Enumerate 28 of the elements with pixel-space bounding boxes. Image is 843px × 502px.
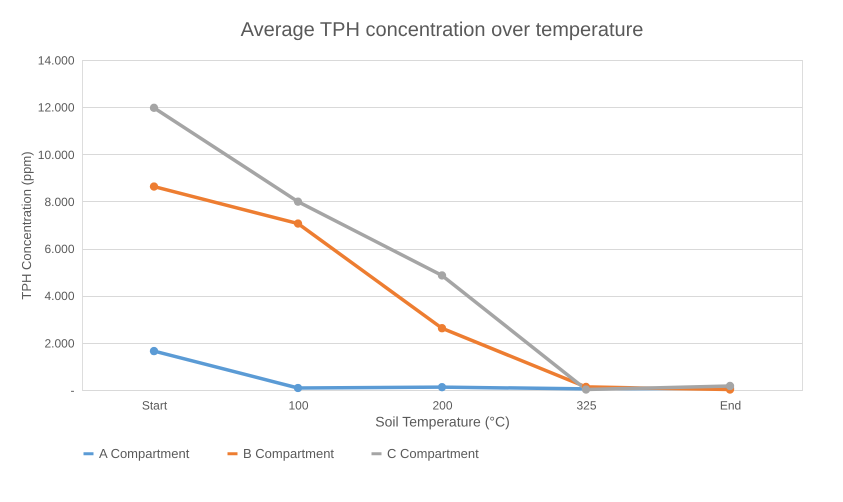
x-tick-label: 100: [288, 398, 309, 412]
y-tick-label: 14.000: [38, 54, 75, 68]
y-tick-label: 8.000: [44, 194, 75, 209]
point: [438, 271, 446, 280]
point: [438, 324, 446, 332]
x-axis-title: Soil Temperature (°C): [375, 414, 510, 430]
x-tick-label: End: [720, 398, 742, 412]
chart-title: Average TPH concentration over temperature: [240, 19, 644, 41]
legend-label: C Compartment: [387, 446, 480, 461]
x-tick-label: 200: [432, 398, 453, 412]
y-tick-label: 10.000: [38, 148, 75, 162]
point: [150, 104, 158, 112]
y-axis-title: TPH Concentration (ppm): [18, 151, 34, 300]
point: [294, 219, 302, 228]
point: [294, 197, 302, 206]
y-tick-label: 2.000: [44, 336, 75, 350]
y-tick-label: 4.000: [44, 289, 75, 304]
point: [150, 182, 158, 191]
point: [294, 384, 302, 392]
y-tick-label: 12.000: [38, 100, 75, 115]
point: [438, 382, 446, 392]
x-tick-label: Start: [142, 398, 168, 412]
x-tick-label: 325: [576, 398, 597, 412]
legend-label: B Compartment: [243, 446, 334, 461]
point: [150, 346, 158, 356]
y-tick-label: -: [70, 384, 74, 398]
y-tick-label: 6.000: [44, 242, 75, 256]
legend-label: A Compartment: [99, 446, 190, 461]
